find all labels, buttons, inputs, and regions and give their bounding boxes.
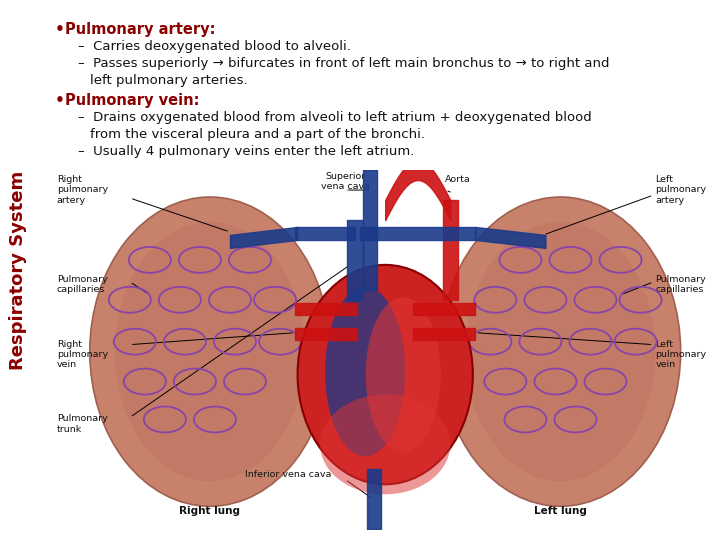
Text: Pulmonary
capillaries: Pulmonary capillaries [57,275,107,294]
Ellipse shape [440,197,680,507]
Text: Left
pulmonary
artery: Left pulmonary artery [656,175,707,205]
Ellipse shape [366,298,441,452]
Text: •: • [55,22,65,37]
Ellipse shape [297,265,473,484]
Text: Right
pulmonary
vein: Right pulmonary vein [57,340,108,369]
Text: Left
pulmonary
vein: Left pulmonary vein [656,340,707,369]
Ellipse shape [114,222,305,481]
Text: Superior
vena cava: Superior vena cava [320,172,369,192]
Text: Inferior vena cava: Inferior vena cava [245,470,331,479]
Text: Right
pulmonary
artery: Right pulmonary artery [57,175,108,205]
Text: Pulmonary
capillaries: Pulmonary capillaries [656,275,706,294]
Ellipse shape [465,222,656,481]
Text: –  Passes superiorly → bifurcates in front of left main bronchus to → to right a: – Passes superiorly → bifurcates in fron… [78,57,610,70]
Ellipse shape [325,287,405,456]
Text: –  Carries deoxygenated blood to alveoli.: – Carries deoxygenated blood to alveoli. [78,40,351,53]
Ellipse shape [90,197,330,507]
Text: –  Usually 4 pulmonary veins enter the left atrium.: – Usually 4 pulmonary veins enter the le… [78,145,415,158]
Text: –  Drains oxygenated blood from alveoli to left atrium + deoxygenated blood: – Drains oxygenated blood from alveoli t… [78,111,592,124]
Text: left pulmonary arteries.: left pulmonary arteries. [90,74,248,87]
Text: from the visceral pleura and a part of the bronchi.: from the visceral pleura and a part of t… [90,128,425,141]
Text: Pulmonary artery:: Pulmonary artery: [65,22,215,37]
Ellipse shape [320,395,450,494]
Text: Pulmonary
trunk: Pulmonary trunk [57,415,107,434]
Text: Pulmonary vein:: Pulmonary vein: [65,93,199,108]
Text: Aorta: Aorta [445,175,471,184]
Text: •: • [55,93,65,108]
Text: Respiratory System: Respiratory System [9,171,27,369]
Text: Right lung: Right lung [179,506,240,516]
Text: Left lung: Left lung [534,506,587,516]
